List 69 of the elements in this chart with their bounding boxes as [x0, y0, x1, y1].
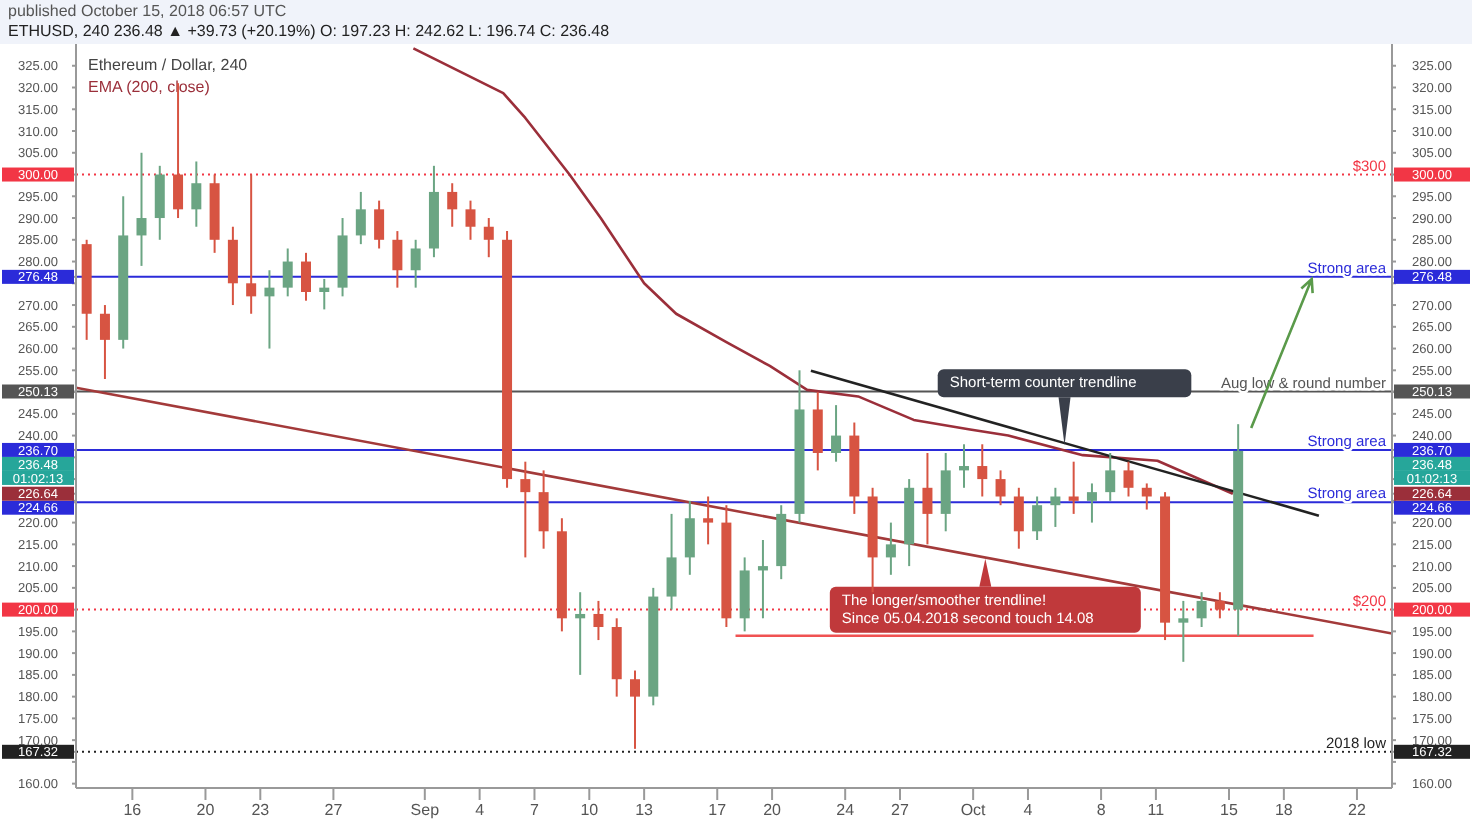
text: Ethereum / Dollar, 240 [88, 56, 249, 74]
x-tick-label: 10 [580, 801, 600, 820]
candlestick [1196, 591, 1207, 629]
x-tick-label: Oct [960, 801, 988, 820]
candlestick [1214, 591, 1225, 620]
candlestick [684, 499, 695, 576]
candlestick [1086, 482, 1097, 524]
candlestick [1032, 495, 1043, 541]
x-tick-label: 27 [324, 801, 344, 820]
candlestick [136, 151, 147, 267]
x-tick-label: Sep [410, 801, 441, 820]
candlestick [191, 160, 202, 228]
candlestick [757, 539, 768, 620]
x-tick-label: 4 [1023, 801, 1034, 820]
candlestick [319, 277, 330, 311]
x-tick-label: 15 [1220, 801, 1240, 820]
candlestick [1141, 482, 1152, 511]
candlestick [1050, 486, 1061, 528]
candlestick [593, 599, 604, 642]
candlestick [410, 238, 421, 289]
x-tick-label: 22 [1348, 801, 1367, 820]
candlestick [355, 190, 366, 246]
candlestick [977, 443, 988, 498]
candlestick [959, 443, 969, 489]
candlestick [374, 199, 385, 250]
x-tick-label: 18 [1274, 801, 1294, 820]
candlestick [995, 469, 1006, 507]
x-tick-label: 13 [635, 801, 655, 820]
candlestick [739, 556, 750, 633]
candlestick [264, 269, 275, 350]
candlestick [1178, 599, 1189, 663]
candlestick [483, 217, 494, 259]
candlestick [630, 669, 640, 750]
x-tick-label: 4 [475, 801, 486, 820]
candlestick [520, 460, 531, 559]
candlestick [885, 521, 896, 576]
chart-subtitle: ETHUSD, 240 236.48 ▲ +39.73 (+20.19%) O: 197.23 H: 242.62 L: 196.74 C: 236.48 [8, 22, 610, 40]
candlestick [282, 247, 293, 298]
candlestick [922, 451, 933, 546]
x-tick-label: 20 [196, 801, 216, 820]
candlestick [301, 251, 311, 302]
x-tick-label: 11 [1147, 801, 1166, 820]
candlestick [831, 404, 842, 463]
candlestick [666, 512, 677, 611]
candlestick [575, 591, 586, 676]
x-tick-label: 8 [1096, 801, 1107, 820]
candlestick [392, 230, 403, 289]
x-tick-label: 27 [891, 801, 911, 820]
candlestick [538, 469, 549, 550]
candlestick [1123, 460, 1134, 498]
candlestick [1068, 460, 1079, 515]
x-tick-label: 20 [763, 801, 783, 820]
text: published October 15, 2018 06:57 UTC [8, 2, 287, 20]
candlestick [812, 391, 823, 472]
x-tick-label: 16 [123, 801, 143, 820]
candlestick [1013, 486, 1024, 550]
x-tick-label: 17 [708, 801, 728, 820]
candlestick [227, 225, 238, 307]
candlestick [154, 164, 165, 241]
x-tick-label: 23 [251, 801, 271, 820]
candlestick [1105, 451, 1116, 502]
candlestick [703, 495, 714, 546]
x-tick-label: 7 [530, 801, 541, 820]
x-tick-label: 24 [836, 801, 856, 820]
candlestick [99, 304, 110, 381]
candlestick [465, 199, 476, 241]
candlestick [246, 173, 257, 315]
candlestick [940, 451, 951, 533]
candlestick [447, 182, 458, 228]
